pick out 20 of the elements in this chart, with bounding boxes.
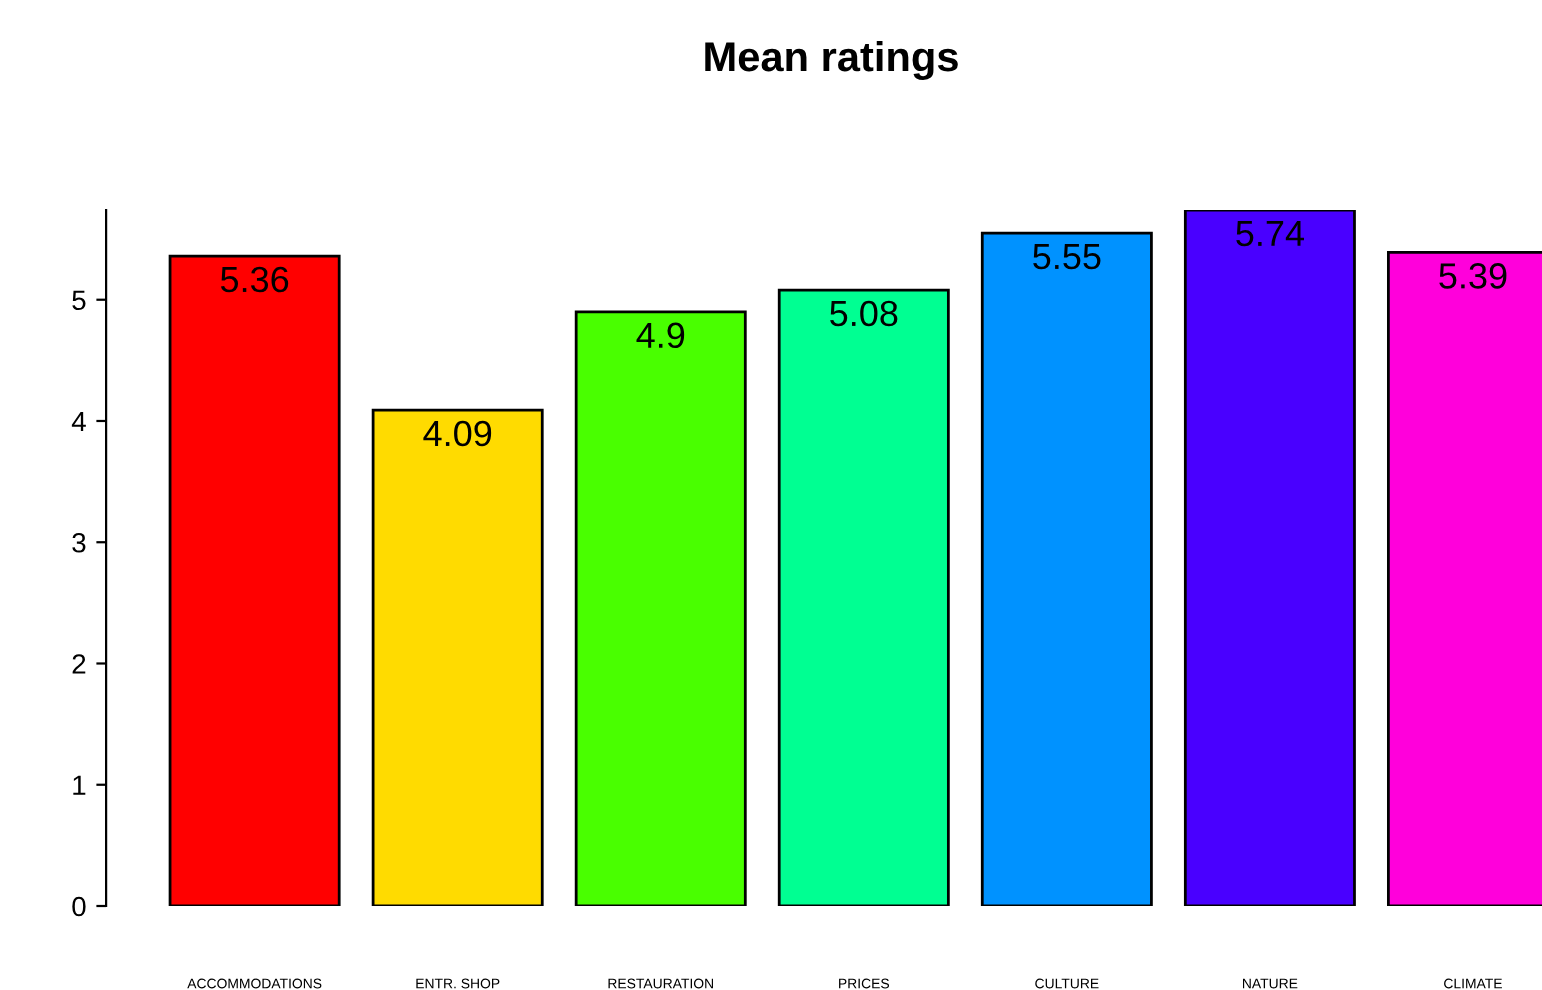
bar [1183, 210, 1356, 906]
data-label: 5.74 [1236, 221, 1304, 247]
data-label: 5.08 [830, 300, 898, 327]
bar [371, 408, 544, 906]
chart-title: Mean ratings [705, 40, 958, 80]
y-tick-label: 1 [73, 775, 86, 795]
y-tick-label: 4 [71, 411, 86, 432]
data-label: 5.55 [1033, 244, 1101, 270]
y-tick-label: 3 [72, 532, 86, 553]
data-label: 5.39 [1439, 263, 1507, 289]
bar [980, 231, 1153, 906]
data-label: 4.09 [423, 420, 492, 447]
data-label: 4.9 [636, 322, 685, 349]
bar [168, 254, 341, 906]
y-tick-label: 0 [72, 896, 86, 917]
bar [777, 288, 950, 906]
data-label: 5.36 [220, 266, 289, 293]
y-tick-label: 2 [72, 654, 86, 674]
bar [574, 310, 747, 906]
y-tick-label: 5 [72, 290, 86, 311]
